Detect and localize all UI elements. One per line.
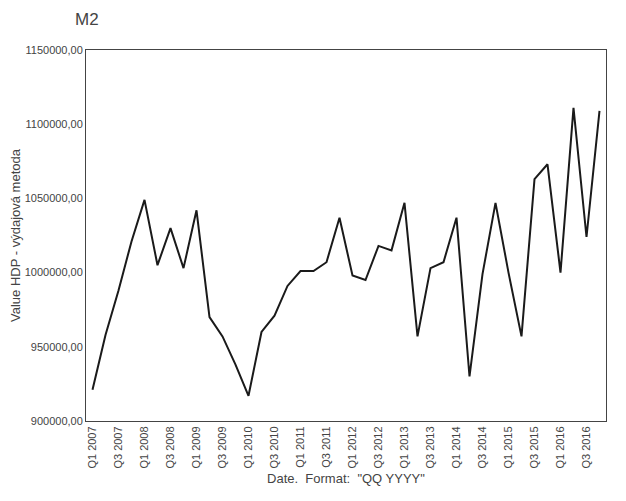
svg-text:Q3 2007: Q3 2007 bbox=[112, 426, 124, 468]
svg-text:Q1 2007: Q1 2007 bbox=[86, 426, 98, 468]
svg-text:Q3 2008: Q3 2008 bbox=[164, 426, 176, 468]
svg-text:Q3 2009: Q3 2009 bbox=[216, 426, 228, 468]
svg-text:Q1 2009: Q1 2009 bbox=[190, 426, 202, 468]
svg-text:Q3 2011: Q3 2011 bbox=[320, 426, 332, 467]
svg-text:Q1 2008: Q1 2008 bbox=[138, 426, 150, 468]
svg-text:1050000,00: 1050000,00 bbox=[25, 192, 83, 204]
svg-text:Q1 2011: Q1 2011 bbox=[294, 426, 306, 467]
svg-text:900000,00: 900000,00 bbox=[31, 415, 83, 427]
svg-text:1100000,00: 1100000,00 bbox=[25, 118, 82, 130]
svg-text:Q3 2012: Q3 2012 bbox=[372, 426, 384, 468]
svg-text:Q1 2016: Q1 2016 bbox=[554, 426, 566, 468]
svg-text:Q1 2014: Q1 2014 bbox=[450, 426, 462, 468]
svg-text:Date. Format: "QQ YYYY": Date. Format: "QQ YYYY" bbox=[267, 471, 425, 486]
svg-text:Q1 2015: Q1 2015 bbox=[502, 426, 514, 468]
svg-text:Q1 2012: Q1 2012 bbox=[346, 426, 358, 468]
svg-text:Q3 2010: Q3 2010 bbox=[268, 426, 280, 468]
svg-text:950000,00: 950000,00 bbox=[31, 341, 83, 353]
svg-text:Q1 2013: Q1 2013 bbox=[398, 426, 410, 468]
svg-text:1000000,00: 1000000,00 bbox=[25, 266, 83, 278]
svg-text:Value HDP - výdajová metoda: Value HDP - výdajová metoda bbox=[8, 148, 23, 322]
svg-text:Q3 2014: Q3 2014 bbox=[476, 426, 488, 468]
svg-text:Q3 2016: Q3 2016 bbox=[580, 426, 592, 468]
svg-text:Q1 2010: Q1 2010 bbox=[242, 426, 254, 468]
svg-text:1150000,00: 1150000,00 bbox=[25, 44, 82, 56]
svg-text:Q3 2013: Q3 2013 bbox=[424, 426, 436, 468]
svg-text:M2: M2 bbox=[75, 10, 99, 29]
svg-text:Q3 2015: Q3 2015 bbox=[528, 426, 540, 468]
